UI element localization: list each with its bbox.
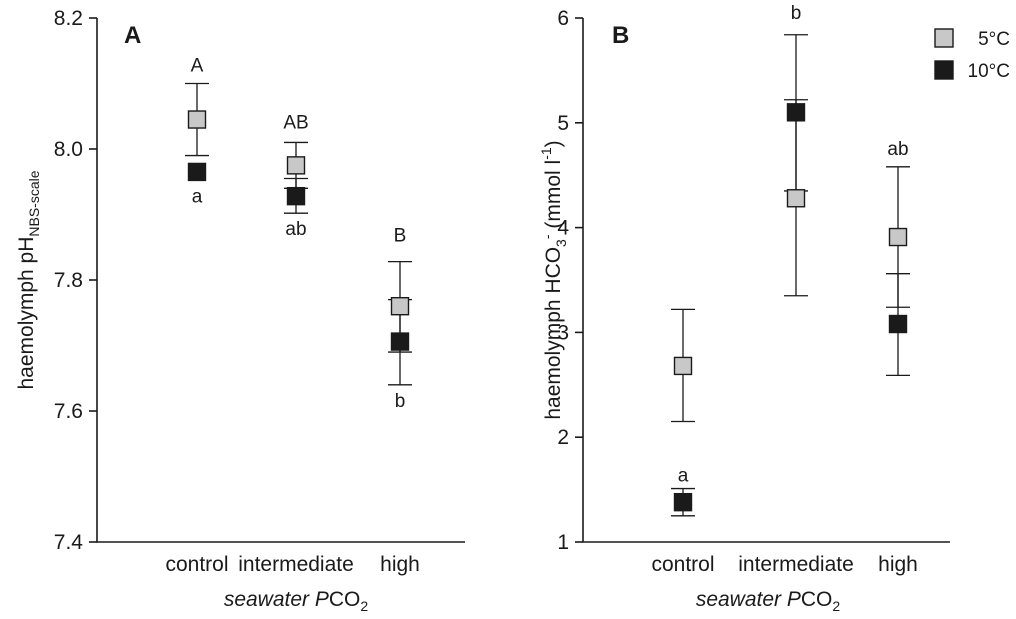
panel-a-x-axis-title: seawater PCO2 xyxy=(224,588,369,614)
x-category-label: control xyxy=(165,553,228,576)
marker-5c xyxy=(187,110,207,129)
y-tick-label: 7.6 xyxy=(54,400,83,423)
panel-b-x-axis-title: seawater PCO2 xyxy=(696,588,841,614)
legend: 5°C 10°C xyxy=(934,28,1010,82)
legend-swatch-10c xyxy=(934,60,954,80)
panel-b-y-axis-title: haemolymph HCO3- (mmol l-1) xyxy=(538,140,569,419)
panel-a-y-axis-title: haemolymph pHNBS-scale xyxy=(15,170,42,389)
marker-10c xyxy=(888,314,908,334)
significance-label-upper: b xyxy=(791,3,802,24)
y-tick-label: 3 xyxy=(557,321,569,344)
panel-a-label: A xyxy=(124,22,141,49)
panel-a-x-ticks: control intermediate high xyxy=(165,553,419,576)
panel-a-y-ticks: 7.4 7.6 7.8 8.0 8.2 xyxy=(54,7,97,554)
x-category-label: control xyxy=(651,553,714,576)
y-tick-label: 4 xyxy=(557,217,569,240)
marker-5c xyxy=(286,156,306,175)
x-category-label: intermediate xyxy=(738,553,854,576)
x-category-label: high xyxy=(380,553,420,576)
panel-b-axes xyxy=(582,18,950,543)
significance-label-lower: a xyxy=(192,186,203,207)
marker-5c xyxy=(673,356,693,376)
legend-swatch-5c xyxy=(934,28,954,48)
x-category-label: high xyxy=(878,553,918,576)
panel-a: A 7.4 7.6 7.8 8.0 8.2 control intermediate hig… xyxy=(15,7,465,614)
y-tick-label: 8.2 xyxy=(54,7,83,30)
marker-10c xyxy=(786,103,806,122)
x-category-label: intermediate xyxy=(238,553,354,576)
significance-label-upper: AB xyxy=(283,112,308,133)
significance-label-lower: ab xyxy=(285,219,306,240)
significance-label-lower: b xyxy=(395,391,406,412)
y-tick-label: 5 xyxy=(557,112,569,135)
y-tick-label: 2 xyxy=(557,426,569,449)
marker-10c xyxy=(673,492,693,512)
panel-b-label: B xyxy=(612,22,629,49)
significance-label-upper: B xyxy=(394,226,407,247)
marker-10c xyxy=(390,332,410,351)
panel-b-marks: b ab a xyxy=(671,3,910,517)
panel-b-y-ticks: 1 2 3 4 5 6 xyxy=(557,7,583,554)
legend-label-5c: 5°C xyxy=(978,29,1010,50)
significance-label-upper: ab xyxy=(887,139,908,160)
panel-a-axes xyxy=(96,18,465,543)
marker-10c xyxy=(286,186,306,206)
marker-10c xyxy=(187,162,207,182)
panel-b-x-ticks: control intermediate high xyxy=(651,553,917,576)
y-tick-label: 7.4 xyxy=(54,531,84,554)
marker-5c xyxy=(786,189,806,208)
marker-5c xyxy=(390,297,410,316)
panel-b: B 1 2 3 4 5 6 control intermediate high b ab a ha… xyxy=(538,3,1010,614)
y-tick-label: 7.8 xyxy=(54,269,83,292)
panel-a-marks: A AB Ba ab b xyxy=(185,56,412,412)
y-tick-label: 1 xyxy=(557,531,569,554)
legend-label-10c: 10°C xyxy=(968,61,1010,82)
marker-5c xyxy=(888,227,908,247)
y-tick-label: 8.0 xyxy=(54,138,83,161)
y-tick-label: 6 xyxy=(557,7,569,30)
significance-label-lower: a xyxy=(678,466,689,487)
significance-label-upper: A xyxy=(191,56,204,77)
